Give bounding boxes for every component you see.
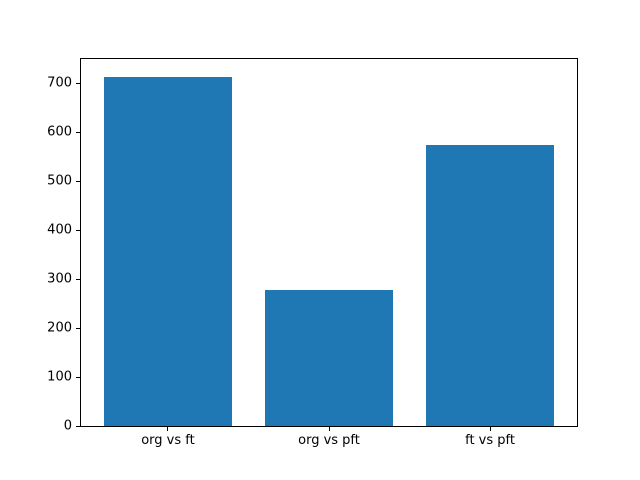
y-tick-mark (76, 278, 80, 280)
y-tick-mark (76, 327, 80, 329)
y-tick-label: 700 (47, 75, 72, 91)
y-tick-label: 500 (47, 173, 72, 189)
x-tick-label: org vs pft (298, 433, 360, 448)
bar (425, 144, 555, 426)
y-tick-mark (76, 82, 80, 84)
y-tick-label: 100 (47, 369, 72, 385)
plot-area: 0 100 200 300 400 500 600 700 org vs ft org vs pf… (47, 58, 578, 447)
x-tick-label: ft vs pft (465, 433, 515, 448)
y-tick-mark (76, 376, 80, 378)
y-tick-mark (76, 131, 80, 133)
x-tick-mark (167, 427, 169, 431)
x-tick-mark (328, 427, 330, 431)
bar (264, 289, 394, 426)
y-tick-label: 600 (47, 124, 72, 140)
y-tick-label: 200 (47, 320, 72, 336)
y-tick-label: 0 (63, 418, 72, 434)
x-tick-mark (489, 427, 491, 431)
y-tick-mark (76, 229, 80, 231)
y-tick-label: 300 (47, 271, 72, 287)
bar (103, 76, 233, 426)
x-tick-label: org vs ft (141, 433, 195, 448)
y-tick-label: 400 (47, 222, 72, 238)
y-tick-mark (76, 425, 80, 427)
y-tick-mark (76, 180, 80, 182)
